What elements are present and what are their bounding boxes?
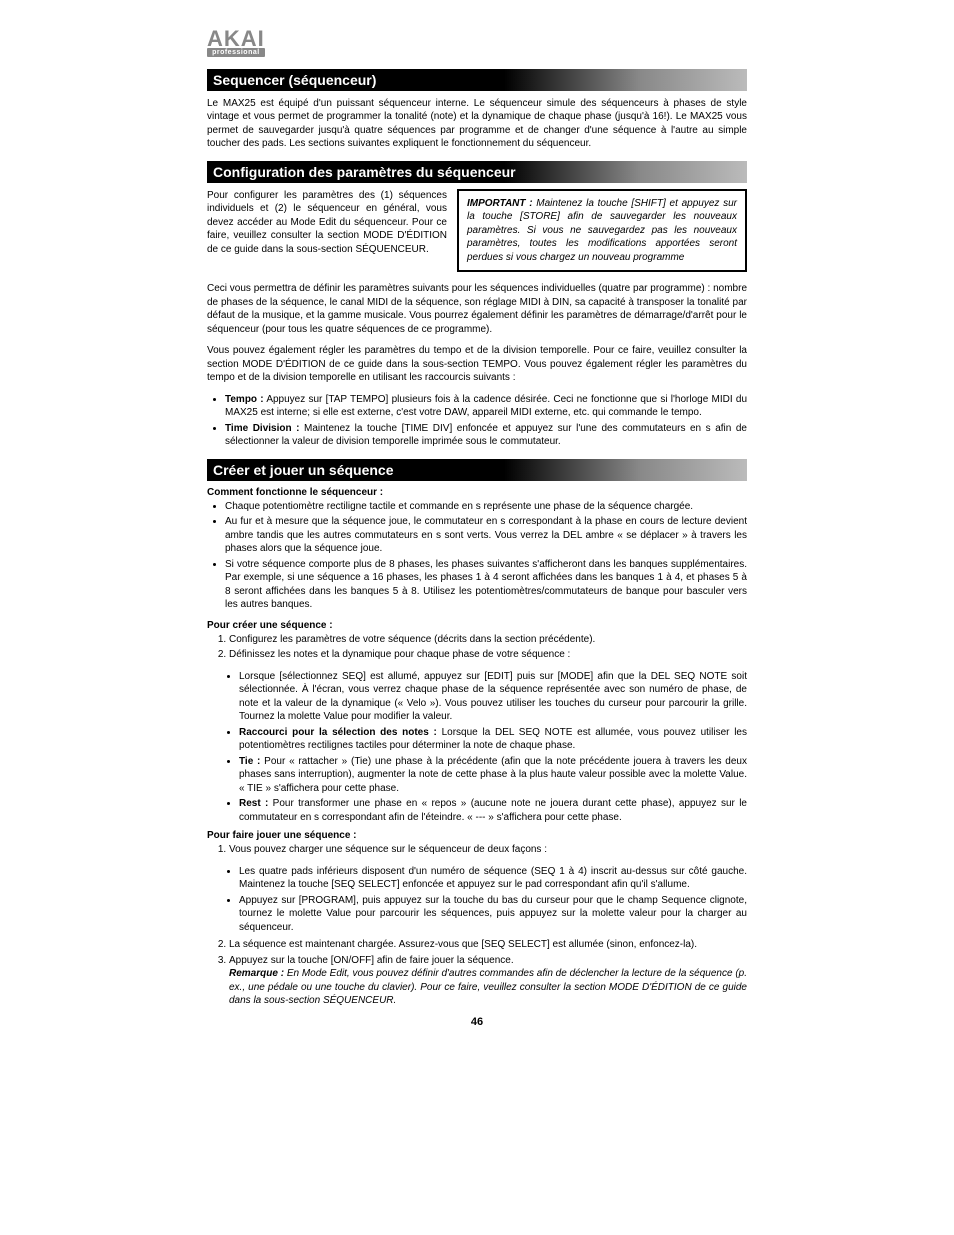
important-callout: IMPORTANT : Maintenez la touche [SHIFT] … [457,189,747,273]
create-step-2: Définissez les notes et la dynamique pou… [229,648,747,662]
bullet-timediv: Time Division : Maintenez la touche [TIM… [225,422,747,449]
create-sub-4-text: Pour transformer une phase en « repos » … [239,798,747,823]
create-steps: Configurez les paramètres de votre séque… [207,633,747,662]
play-steps: Vous pouvez charger une séquence sur le … [207,843,747,857]
subhead-create: Pour créer une séquence : [207,620,747,631]
bullet-tempo: Tempo : Appuyez sur [TAP TEMPO] plusieur… [225,393,747,420]
subhead-how-works: Comment fonctionne le séquenceur : [207,487,747,498]
how-bullet-2: Au fur et à mesure que la séquence joue,… [225,515,747,556]
play-step-2: La séquence est maintenant chargée. Assu… [229,938,747,952]
play-step-3-text: Appuyez sur la touche [ON/OFF] afin de f… [229,955,514,966]
play-steps-cont: La séquence est maintenant chargée. Assu… [207,938,747,1008]
page-number: 46 [207,1016,747,1028]
how-works-bullets: Chaque potentiomètre rectiligne tactile … [207,500,747,612]
play-step-1: Vous pouvez charger une séquence sur le … [229,843,747,857]
tempo-bullets: Tempo : Appuyez sur [TAP TEMPO] plusieur… [207,393,747,449]
create-sub-2: Raccourci pour la sélection des notes : … [239,726,747,753]
p3-text-c: de ce guide dans la sous-section [326,359,483,370]
brand-logo: AKAI professional [207,30,747,59]
how-bullet-3: Si votre séquence comporte plus de 8 pha… [225,558,747,612]
how-bullet-1: Chaque potentiomètre rectiligne tactile … [225,500,747,514]
bullet-tempo-text: Appuyez sur [TAP TEMPO] plusieurs fois à… [225,394,747,419]
bullet-timediv-label: Time Division : [225,423,299,434]
config-text-mode: MODE D'ÉDITION [363,230,447,241]
create-sub-4: Rest : Pour transformer une phase en « r… [239,797,747,824]
config-text-3: de ce guide dans la sous-section [207,244,355,255]
config-left-text: Pour configurer les paramètres des (1) s… [207,189,447,273]
brand-subtitle: professional [207,48,265,57]
create-sub-3: Tie : Pour « rattacher » (Tie) une phase… [239,755,747,796]
config-text-seq: SÉQUENCEUR. [355,244,428,255]
intro-paragraph: Le MAX25 est équipé d'un puissant séquen… [207,97,747,151]
p3-text-b: MODE D'ÉDITION [242,359,325,370]
brand-name: AKAI [207,30,265,48]
callout-label: IMPORTANT : [467,198,533,209]
create-sub-3-label: Tie : [239,756,260,767]
bullet-timediv-text: Maintenez la touche [TIME DIV] enfoncée … [225,423,747,448]
play-sub-2: Appuyez sur [PROGRAM], puis appuyez sur … [239,894,747,935]
heading-sequencer: Sequencer (séquenceur) [207,69,747,91]
create-sub-bullets: Lorsque [sélectionnez SEQ] est allumé, a… [207,670,747,825]
p3-text-d: TEMPO. [482,359,520,370]
remark-text: En Mode Edit, vous pouvez définir d'autr… [229,968,747,1006]
create-sub-1-text: Lorsque [sélectionnez SEQ] est allumé, a… [239,671,747,723]
create-step-1: Configurez les paramètres de votre séque… [229,633,747,647]
config-paragraph-2: Ceci vous permettra de définir les param… [207,282,747,336]
bullet-tempo-label: Tempo : [225,394,264,405]
heading-configuration: Configuration des paramètres du séquence… [207,161,747,183]
create-sub-3-text: Pour « rattacher » (Tie) une phase à la … [239,756,747,794]
play-sub-1: Les quatre pads inférieurs disposent d'u… [239,865,747,892]
config-paragraph-3: Vous pouvez également régler les paramèt… [207,344,747,385]
create-sub-2-label: Raccourci pour la sélection des notes : [239,727,437,738]
remark-label: Remarque : [229,968,284,979]
create-sub-1: Lorsque [sélectionnez SEQ] est allumé, a… [239,670,747,724]
play-sub-bullets: Les quatre pads inférieurs disposent d'u… [207,865,747,935]
subhead-play: Pour faire jouer une séquence : [207,830,747,841]
heading-create-play: Créer et jouer un séquence [207,459,747,481]
play-step-3: Appuyez sur la touche [ON/OFF] afin de f… [229,954,747,1008]
create-sub-4-label: Rest : [239,798,268,809]
